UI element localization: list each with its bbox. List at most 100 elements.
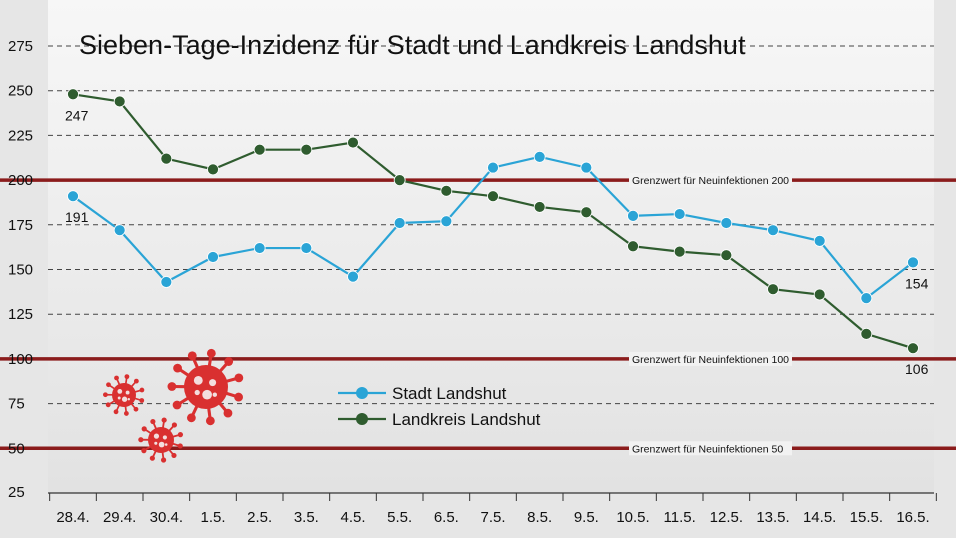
data-label: 154	[905, 275, 929, 291]
x-tick-label: 5.5.	[387, 509, 412, 526]
virus-spike-tip	[177, 443, 183, 449]
data-point	[720, 217, 733, 229]
y-tick-label: 75	[8, 396, 25, 413]
data-point	[627, 240, 639, 253]
virus-spike-tip	[160, 457, 167, 463]
data-point	[907, 342, 919, 355]
virus-spike-tip	[138, 437, 144, 443]
x-tick-label: 3.5.	[294, 509, 319, 526]
data-point	[860, 292, 873, 305]
data-label: 247	[65, 107, 89, 123]
virus-spike-tip	[167, 382, 177, 391]
virus-spike-tip	[223, 408, 233, 418]
virus-spot	[125, 390, 130, 395]
virus-spike-tip	[133, 378, 139, 384]
x-tick-label: 10.5.	[616, 509, 649, 526]
data-point	[860, 327, 873, 340]
x-tick-label: 30.4.	[150, 509, 183, 526]
y-tick-label: 50	[8, 440, 25, 457]
virus-spike-tip	[124, 374, 130, 380]
virus-spike-tip	[234, 392, 243, 402]
y-tick-label: 125	[8, 306, 33, 323]
data-point	[393, 217, 406, 229]
data-point	[673, 245, 686, 258]
x-tick-label: 11.5.	[664, 509, 696, 526]
data-point	[813, 288, 826, 301]
data-point	[813, 234, 826, 247]
data-point	[580, 206, 593, 219]
virus-spike-tip	[186, 413, 196, 423]
data-label: 106	[905, 361, 929, 377]
x-tick-label: 7.5.	[480, 509, 505, 526]
virus-spike-tip	[149, 455, 155, 461]
virus-icon-medium	[138, 417, 184, 463]
y-tick-label: 175	[8, 217, 33, 234]
data-point	[253, 242, 266, 254]
virus-spot	[117, 389, 123, 394]
axes: 25 50 75 100 125 150 175 200 225 250 275 28.4. 29.4.…	[8, 38, 937, 526]
virus-spike-tip	[113, 409, 119, 415]
data-point	[487, 161, 499, 174]
virus-spot	[194, 389, 200, 396]
threshold-label: Grenzwert für Neuinfektionen 50	[632, 443, 783, 455]
virus-spike-tip	[172, 400, 182, 410]
data-point	[767, 224, 779, 237]
virus-spike-tip	[139, 398, 145, 403]
virus-spike-tip	[205, 416, 215, 426]
virus-icon-small	[103, 374, 145, 416]
virus-spot	[212, 392, 217, 397]
data-point	[487, 190, 499, 203]
virus-spot	[154, 441, 158, 445]
y-tick-label: 225	[8, 127, 33, 144]
legend-label: Stadt Landshut	[392, 384, 507, 403]
virus-spike-tip	[123, 411, 129, 416]
virus-spot	[164, 443, 168, 446]
data-point	[253, 143, 266, 156]
virus-spike-tip	[133, 406, 139, 412]
y-tick-label: 25	[8, 484, 25, 501]
x-tick-label: 29.4.	[103, 509, 136, 526]
virus-spike-tip	[139, 387, 145, 393]
data-point	[160, 276, 173, 288]
virus-illustrations	[103, 348, 244, 463]
virus-spot	[158, 441, 165, 448]
legend-swatch-dot	[356, 387, 368, 399]
data-point	[207, 251, 219, 263]
data-point	[393, 174, 406, 187]
data-point	[347, 270, 359, 283]
data-point	[533, 201, 546, 213]
y-tick-label: 275	[8, 38, 33, 55]
virus-body	[148, 427, 174, 453]
series-stadt: 191 154	[65, 150, 929, 305]
x-tick-label: 28.4.	[56, 509, 89, 526]
virus-spike-tip	[141, 448, 147, 454]
virus-spot	[193, 376, 203, 385]
data-point	[440, 184, 453, 197]
x-tick-label: 4.5.	[340, 509, 365, 526]
virus-spike-tip	[114, 375, 119, 381]
virus-spike-tip	[234, 373, 244, 383]
virus-spike-tip	[187, 351, 197, 361]
series-landkreis: 247 106	[65, 88, 929, 377]
data-point	[347, 136, 359, 149]
threshold-label: Grenzwert für Neuinfektionen 100	[632, 354, 789, 366]
threshold-label-bg	[629, 351, 792, 366]
data-point	[113, 95, 126, 108]
y-tick-label: 250	[8, 83, 33, 100]
x-tick-label: 9.5.	[574, 509, 599, 526]
virus-spot	[162, 435, 167, 440]
virus-spike-tip	[171, 422, 178, 428]
x-tick-label: 12.5.	[710, 509, 743, 526]
series-group: 191 154 247 106	[65, 88, 929, 377]
virus-spike-tip	[206, 348, 216, 358]
y-tick-label: 100	[8, 351, 33, 368]
data-label: 191	[65, 209, 89, 225]
x-tick-label: 2.5.	[247, 509, 272, 526]
virus-spike-tip	[173, 363, 182, 373]
threshold-label-bg	[629, 441, 792, 456]
virus-icon-large	[167, 348, 244, 426]
virus-spike-tip	[141, 426, 147, 432]
x-tick-label: 16.5.	[896, 509, 929, 526]
x-tick-label: 8.5.	[527, 509, 552, 526]
data-point	[207, 163, 219, 176]
